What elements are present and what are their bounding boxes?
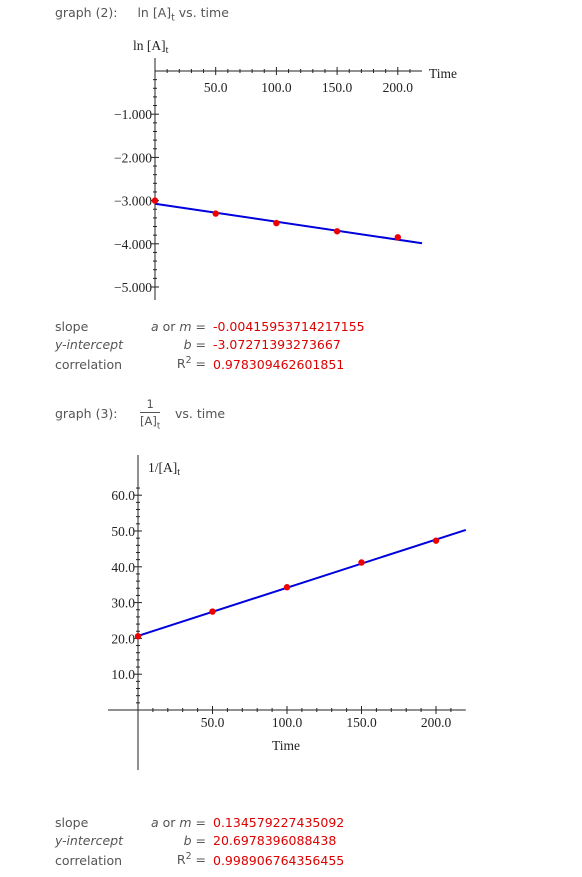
y-tick-label: −2.000 — [114, 150, 152, 165]
graph3-intercept-value: 20.6978396088438 — [213, 833, 337, 848]
graph2-r2-value: 0.978309462601851 — [213, 357, 345, 372]
graph2-intercept-symbol: b = — [183, 337, 206, 352]
x-tick-label: 200.0 — [383, 80, 414, 95]
graph3-correlation-label: correlation — [55, 853, 123, 868]
y-tick-label: 60.0 — [111, 488, 135, 503]
x-axis-label: Time — [272, 738, 300, 753]
y-tick-label: 10.0 — [111, 667, 135, 682]
data-point — [151, 197, 159, 204]
data-point — [394, 234, 401, 241]
graph2-intercept-value: -3.07271393273667 — [213, 337, 341, 352]
data-point — [134, 633, 142, 640]
graph3-slope-value: 0.134579227435092 — [213, 815, 345, 830]
x-tick-label: 100.0 — [261, 80, 292, 95]
y-tick-label: −5.000 — [114, 280, 152, 295]
data-point — [358, 559, 365, 566]
graph3-r2-value: 0.998906764356455 — [213, 853, 345, 868]
data-point — [432, 537, 440, 544]
y-axis-label: ln [A]t — [133, 38, 169, 56]
reciprocal-concentration-chart: 50.0 100.0 150.0 200.0 10.0 20.0 30.0 40.0 50.0 6… — [108, 455, 467, 770]
y-axis-label: 1/[A]t — [148, 460, 180, 478]
graph2-label: graph (2): — [55, 5, 118, 20]
graph2-header: graph (2): ln [A]t vs. time — [55, 5, 229, 24]
graph3-title-tail: vs. time — [175, 406, 226, 421]
y-tick-label: −1.000 — [114, 107, 152, 122]
y-tick-label: −3.000 — [114, 194, 152, 209]
graph3-intercept-label: y-intercept — [55, 833, 123, 848]
graph2-r2-symbol: R2 = — [176, 355, 206, 372]
x-axis-label: Time — [429, 66, 457, 81]
y-tick-label: 20.0 — [111, 631, 135, 646]
y-tick-label: 30.0 — [111, 596, 135, 611]
graph3-slope-label: slope — [55, 815, 89, 830]
graph3-slope-symbol: a or m = — [150, 815, 206, 830]
graph3-fraction-numerator: 1 — [140, 397, 161, 413]
graph3-r2-symbol: R2 = — [176, 851, 206, 868]
regression-line — [137, 528, 467, 637]
y-tick-label: 50.0 — [111, 524, 135, 539]
data-point — [283, 584, 291, 591]
graph2-intercept-label: y-intercept — [55, 337, 123, 352]
y-tick-label: 40.0 — [111, 560, 135, 575]
graph2-slope-symbol: a or m = — [150, 319, 206, 334]
x-tick-label: 200.0 — [421, 715, 452, 730]
graph3-intercept-symbol: b = — [183, 833, 206, 848]
x-tick-label: 150.0 — [322, 80, 353, 95]
y-tick-label: −4.000 — [114, 237, 152, 252]
graph3-title-fraction: 1 [A]t — [140, 397, 161, 432]
x-tick-label: 50.0 — [201, 715, 225, 730]
regression-line — [154, 202, 423, 245]
graph2-title: ln [A]t vs. time — [137, 5, 229, 24]
graph2-slope-value: -0.00415953714217155 — [213, 319, 365, 334]
data-point — [333, 228, 341, 235]
graph2-correlation-label: correlation — [55, 357, 123, 372]
x-tick-label: 150.0 — [346, 715, 377, 730]
data-point — [212, 210, 219, 217]
x-tick-label: 100.0 — [272, 715, 303, 730]
x-tick-label: 50.0 — [204, 80, 228, 95]
graph2-slope-label: slope — [55, 319, 89, 334]
graph3-label: graph (3): — [55, 406, 118, 421]
graph3-fraction-denominator: [A]t — [140, 414, 161, 432]
data-point — [209, 608, 216, 615]
ln-concentration-chart: 50.0 100.0 150.0 200.0 −1.000 −2.000 −3.000 −4.… — [114, 38, 457, 300]
data-point — [273, 219, 280, 227]
